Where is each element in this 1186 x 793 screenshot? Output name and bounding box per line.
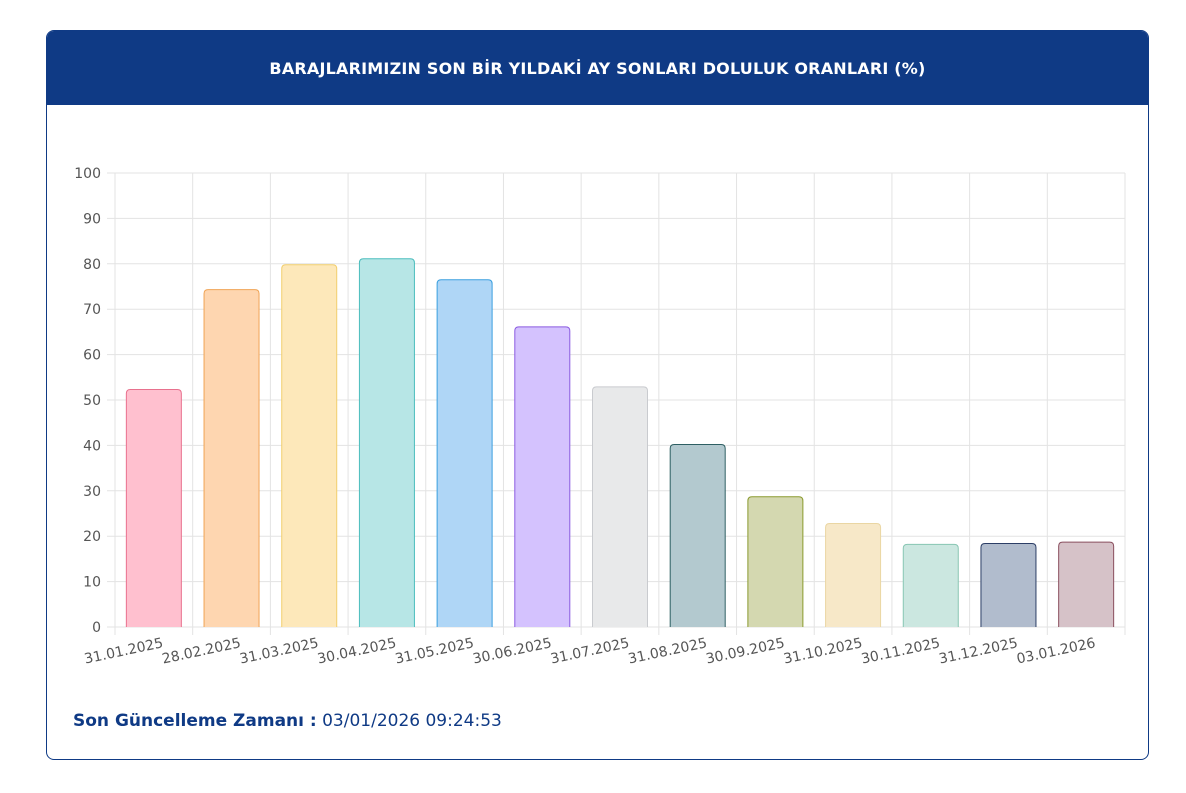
chart-area: 0 10 20 30 40 50 60 70 80 90 100 31.01.2025 28.02.20… bbox=[47, 105, 1148, 685]
bar bbox=[825, 522, 882, 627]
x-tick-label: 31.01.2025 bbox=[83, 635, 165, 667]
bar bbox=[358, 258, 415, 627]
y-tick-label: 80 bbox=[83, 257, 101, 273]
bar-chart: 0 10 20 30 40 50 60 70 80 90 100 31.01.202528.02.20… bbox=[74, 166, 1126, 668]
x-tick-label: 31.07.2025 bbox=[549, 635, 631, 667]
x-tick-label: 30.09.2025 bbox=[704, 635, 786, 667]
x-tick-label: 30.11.2025 bbox=[860, 635, 942, 667]
bar bbox=[125, 389, 182, 627]
x-tick-label: 31.12.2025 bbox=[938, 635, 1020, 667]
y-tick-label: 20 bbox=[83, 529, 101, 545]
bar bbox=[203, 289, 260, 627]
x-tick-label: 30.06.2025 bbox=[471, 635, 553, 667]
y-tick-label: 60 bbox=[83, 348, 101, 364]
x-tick-label: 03.01.2026 bbox=[1015, 635, 1097, 667]
last-update-value: 03/01/2026 09:24:53 bbox=[322, 711, 502, 731]
x-tick-label: 31.03.2025 bbox=[238, 635, 320, 667]
bar bbox=[1058, 541, 1115, 627]
bar bbox=[669, 443, 726, 627]
last-update-label: Son Güncelleme Zamanı : bbox=[73, 711, 317, 731]
bar bbox=[281, 264, 338, 627]
chart-card: BARAJLARIMIZIN SON BİR YILDAKİ AY SONLAR… bbox=[46, 30, 1149, 760]
bar bbox=[980, 542, 1037, 627]
y-tick-label: 40 bbox=[83, 438, 101, 454]
bar bbox=[592, 386, 648, 627]
y-tick-label: 50 bbox=[83, 393, 101, 409]
last-update: Son Güncelleme Zamanı : 03/01/2026 09:24… bbox=[73, 711, 502, 731]
bar bbox=[514, 326, 571, 627]
y-tick-label: 10 bbox=[83, 575, 101, 591]
x-tick-label: 28.02.2025 bbox=[161, 635, 243, 667]
y-tick-label: 100 bbox=[74, 166, 101, 182]
y-tick-label: 0 bbox=[92, 620, 101, 636]
chart-header: BARAJLARIMIZIN SON BİR YILDAKİ AY SONLAR… bbox=[47, 31, 1148, 105]
bar bbox=[747, 496, 804, 627]
y-tick-label: 70 bbox=[83, 302, 101, 318]
x-tick-label: 30.04.2025 bbox=[316, 635, 398, 667]
x-tick-label: 31.08.2025 bbox=[627, 635, 709, 667]
x-tick-label: 31.10.2025 bbox=[782, 635, 864, 667]
y-tick-label: 90 bbox=[83, 211, 101, 227]
x-tick-label: 31.05.2025 bbox=[394, 635, 476, 667]
bar bbox=[436, 279, 493, 627]
bar bbox=[902, 543, 959, 627]
y-tick-label: 30 bbox=[83, 484, 101, 500]
